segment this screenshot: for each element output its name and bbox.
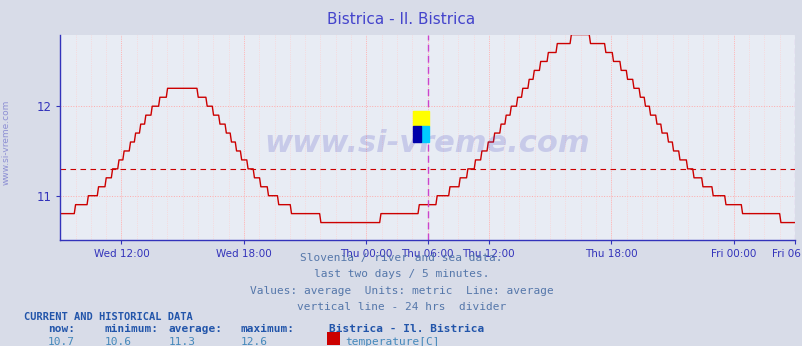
Bar [412,126,420,142]
Text: 10.6: 10.6 [104,337,132,346]
Text: maximum:: maximum: [241,325,294,334]
Text: 12.6: 12.6 [241,337,268,346]
Text: average:: average: [168,325,222,334]
Text: Bistrica - Il. Bistrica: Bistrica - Il. Bistrica [327,12,475,27]
Bar [412,110,428,126]
Text: Bistrica - Il. Bistrica: Bistrica - Il. Bistrica [329,325,484,334]
Text: now:: now: [48,325,75,334]
Text: Slovenia / river and sea data.: Slovenia / river and sea data. [300,253,502,263]
Text: vertical line - 24 hrs  divider: vertical line - 24 hrs divider [297,302,505,312]
Text: temperature[C]: temperature[C] [345,337,439,346]
Text: www.si-vreme.com: www.si-vreme.com [265,129,589,158]
Text: last two days / 5 minutes.: last two days / 5 minutes. [314,269,488,279]
Text: 11.3: 11.3 [168,337,196,346]
Text: minimum:: minimum: [104,325,158,334]
Bar [420,126,428,142]
Text: Values: average  Units: metric  Line: average: Values: average Units: metric Line: aver… [249,286,553,296]
Text: 10.7: 10.7 [48,337,75,346]
Text: CURRENT AND HISTORICAL DATA: CURRENT AND HISTORICAL DATA [24,312,192,321]
Text: www.si-vreme.com: www.si-vreme.com [2,99,11,184]
